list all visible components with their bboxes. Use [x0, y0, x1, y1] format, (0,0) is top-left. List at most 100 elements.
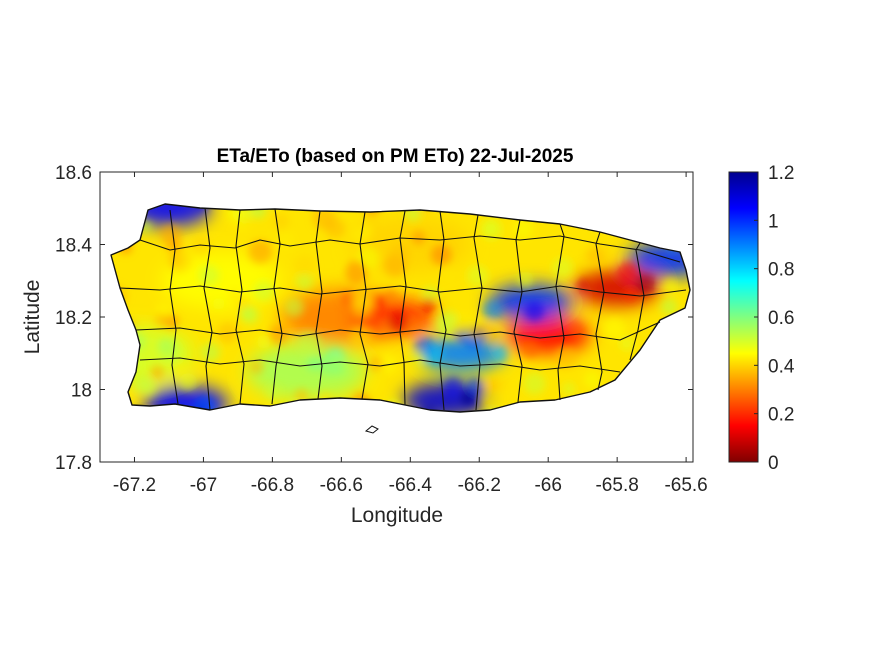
heatmap-speckle: [240, 306, 254, 321]
boundary-line: [629, 242, 645, 361]
heatmap-speckle: [562, 382, 575, 395]
heatmap-speckle: [441, 268, 455, 282]
colorbar-tick-label: 1.2: [768, 163, 794, 184]
boundary-line: [399, 210, 407, 406]
boundary-line: [169, 209, 179, 405]
heatmap-speckle: [253, 280, 275, 302]
coastline: [110, 203, 691, 413]
heatmap-speckle: [512, 218, 533, 239]
heatmap-speckle: [174, 363, 188, 377]
heatmap-speckle: [388, 242, 411, 265]
heatmap-speckle: [603, 317, 626, 340]
y-axis-ticks: 17.8 18 18.2 18.4 18.6: [55, 163, 693, 474]
heatmap-speckle: [256, 334, 271, 349]
heatmap-speckle: [150, 365, 165, 380]
heatmap-speckle: [293, 254, 316, 277]
heatmap-speckle: [295, 272, 314, 291]
colorbar-tick-label: 0: [768, 453, 779, 474]
heatmap-speckle: [276, 231, 295, 250]
municipality-boundaries: [110, 203, 691, 413]
y-tick-label: 18: [71, 381, 92, 402]
boundary-line: [139, 235, 681, 263]
heatmap-speckle: [383, 289, 399, 304]
colorbar-ticks: 0 0.2 0.4 0.6 0.8 1 1.2: [754, 163, 795, 474]
boundary-line: [119, 285, 687, 297]
heatmap-speckle: [284, 297, 305, 318]
heatmap-speckle: [523, 372, 546, 395]
colorbar-tick-label: 0.2: [768, 405, 794, 426]
colorbar: [728, 171, 759, 463]
heatmap-speckle: [159, 339, 183, 363]
boundary-line: [513, 219, 523, 403]
x-tick-label: -67.2: [113, 475, 156, 496]
boundary-line: [359, 211, 369, 400]
boundary-line: [555, 223, 565, 401]
heatmap-speckle: [159, 223, 182, 246]
boundary-line: [473, 214, 483, 411]
heatmap-speckle: [469, 325, 483, 339]
heatmap-speckle: [482, 394, 498, 410]
heatmap-speckle: [154, 313, 168, 327]
heatmap-speckle: [387, 311, 409, 333]
x-tick-label: -65.6: [664, 475, 707, 496]
heatmap-speckle: [524, 301, 545, 322]
heatmap-speckle: [268, 324, 289, 345]
heatmap-speckle: [306, 356, 321, 371]
heatmap-speckle: [482, 299, 503, 321]
heatmap-speckle: [483, 377, 498, 392]
heatmap-speckle: [366, 376, 383, 393]
heatmap-speckle: [466, 265, 489, 287]
heatmap-speckle: [179, 373, 197, 392]
heatmap-speckle: [371, 315, 386, 330]
x-axis-label: Longitude: [351, 504, 443, 527]
heatmap-speckle: [324, 218, 346, 239]
boundary-line: [235, 209, 245, 405]
heatmap-speckle: [372, 295, 387, 309]
x-tick-label: -67: [190, 475, 217, 496]
x-tick-label: -66: [534, 475, 561, 496]
heatmap-speckle: [347, 259, 361, 273]
boundary-line: [203, 207, 213, 411]
boundary-line: [315, 210, 323, 400]
heatmap-speckle: [619, 336, 635, 352]
heatmap-speckle: [422, 343, 444, 365]
colorbar-tick-label: 0.8: [768, 260, 794, 281]
heatmap-zone: [160, 252, 281, 309]
heatmap-speckle: [248, 239, 273, 264]
heatmap-speckle: [520, 339, 539, 358]
heatmap-speckle: [368, 356, 384, 372]
heatmap-speckle: [410, 350, 426, 366]
boundary-line: [437, 210, 447, 411]
y-tick-label: 18.6: [55, 163, 92, 184]
heatmap-speckle: [360, 224, 374, 238]
heatmap-speckle: [352, 288, 374, 310]
x-tick-label: -66.2: [458, 475, 501, 496]
heatmap-speckle: [200, 342, 221, 362]
y-tick-label: 18.4: [55, 236, 92, 257]
colorbar-tick-label: 1: [768, 211, 779, 232]
chart-title: ETa/ETo (based on PM ETo) 22-Jul-2025: [217, 146, 574, 167]
heatmap-speckle: [583, 371, 601, 389]
heatmap-speckle: [198, 265, 220, 286]
boundary-line: [595, 231, 605, 391]
x-axis-ticks: -67.2 -67 -66.8 -66.6 -66.4 -66.2 -66 -65.8 -65.…: [113, 172, 708, 496]
colorbar-tick-label: 0.4: [768, 356, 795, 377]
heatmap-speckle: [552, 257, 573, 279]
heatmap-speckle: [635, 273, 656, 295]
heatmap-speckle: [378, 354, 397, 374]
heatmap-speckle: [554, 346, 578, 370]
heatmap-zone: [144, 386, 229, 412]
heatmap-speckle: [585, 246, 605, 266]
x-tick-label: -66.8: [251, 475, 294, 496]
heatmap-speckle: [420, 298, 437, 315]
heatmap-speckle: [660, 298, 678, 315]
offshore-islet: [364, 425, 379, 434]
heatmap-speckle: [442, 377, 464, 398]
heatmap-speckle: [212, 297, 225, 310]
colorbar-tick-label: 0.6: [768, 308, 794, 329]
heatmap-speckle: [568, 321, 584, 337]
heatmap-speckle: [411, 230, 426, 245]
y-tick-label: 17.8: [55, 453, 92, 474]
heatmap-speckle: [491, 346, 508, 363]
